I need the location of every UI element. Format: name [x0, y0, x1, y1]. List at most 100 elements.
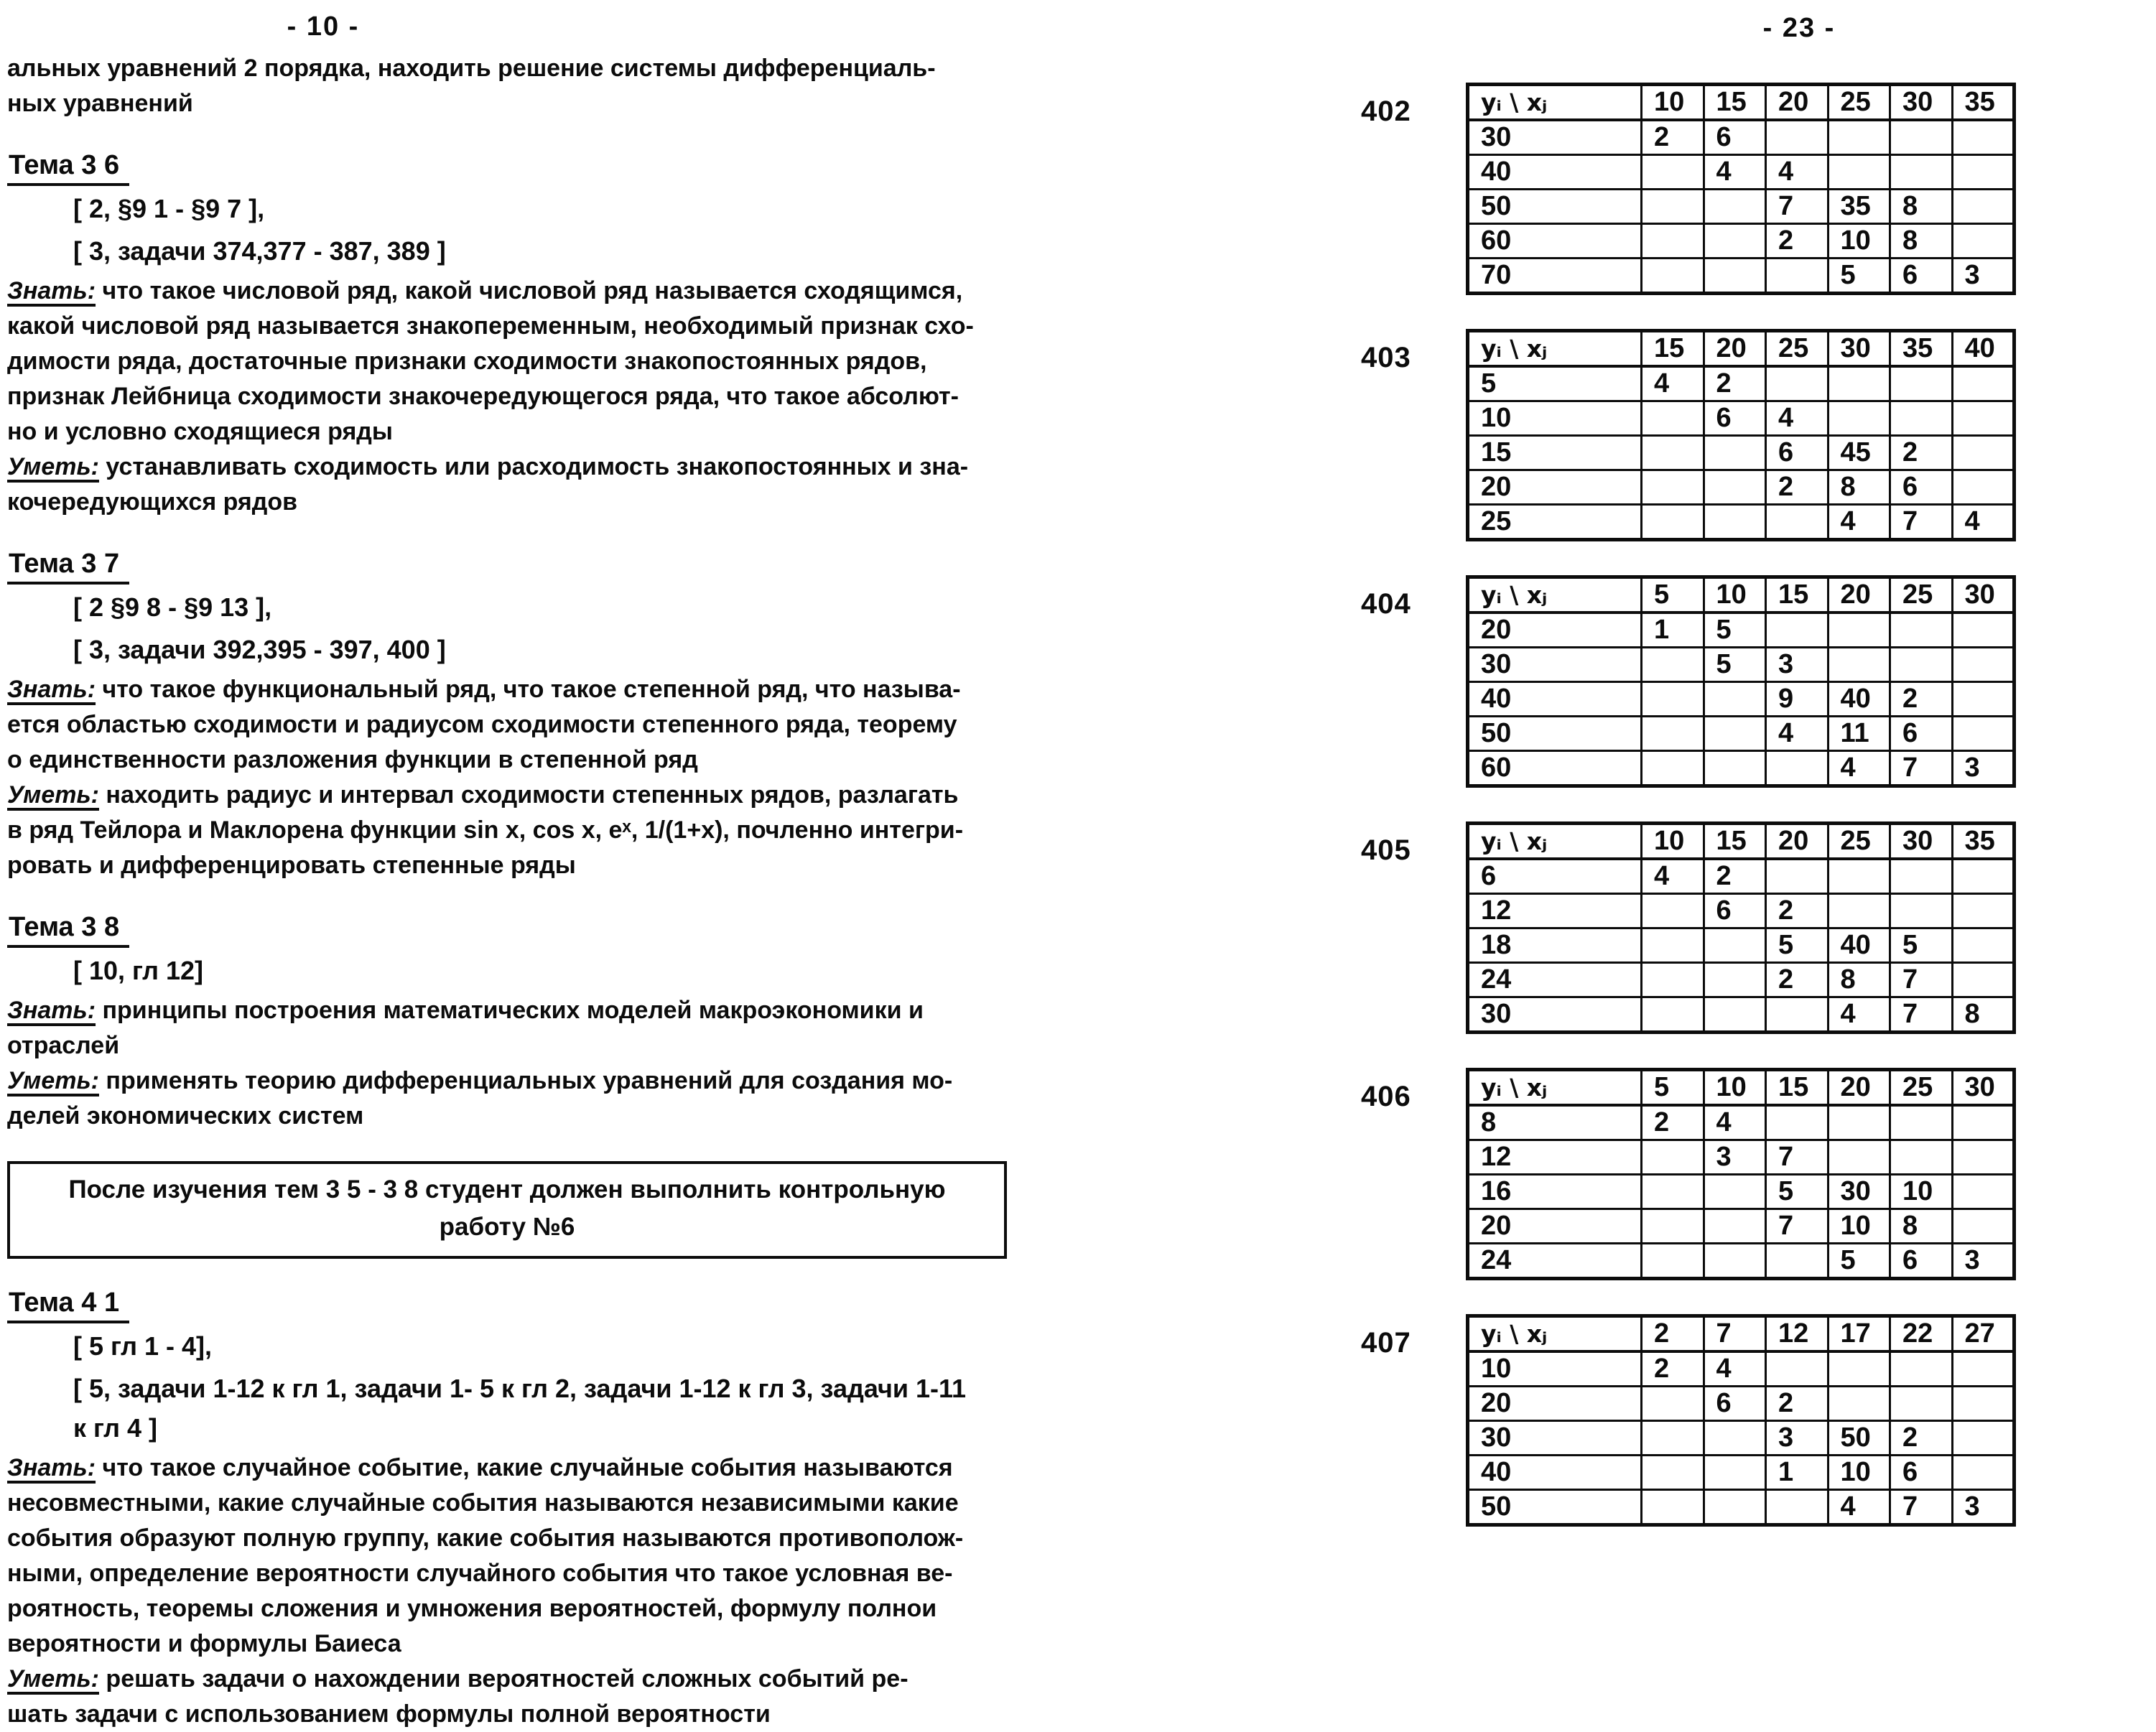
table-cell: 6	[1889, 1242, 1953, 1280]
can-paragraph: Уметь: применять теорию дифференциальных…	[7, 1063, 1069, 1134]
table-cell: 30	[1467, 118, 1642, 156]
table-header-cell: 20	[1826, 576, 1891, 614]
table-header-cell: 10	[1640, 83, 1705, 121]
table-cell: 2	[1889, 1420, 1953, 1456]
table-header-cell: 30	[1951, 576, 2015, 614]
left-page-number: - 10 -	[287, 11, 360, 42]
table-cell: 2	[1640, 1104, 1705, 1141]
table-cell	[1951, 223, 2015, 259]
table-cell	[1826, 118, 1891, 156]
table-cell: 5	[1467, 365, 1642, 402]
table-cell: 24	[1467, 1242, 1642, 1280]
table-header-cell: 30	[1889, 822, 1953, 860]
table-cell: 3	[1702, 1139, 1767, 1175]
table-cell: 7	[1889, 962, 1953, 998]
table-block-404: 404 yᵢ \ xⱼ 5 10 15 20 25 30 20 1 5 30 5 3 40 9 40 2 50 4 1…	[1361, 575, 2122, 788]
table-cell	[1702, 188, 1767, 225]
table-cell	[1765, 118, 1829, 156]
table-cell: 10	[1826, 223, 1891, 259]
table-header-cell: 20	[1702, 330, 1767, 368]
table-cell	[1826, 400, 1891, 437]
table-row: 20 6 2	[1467, 1385, 2015, 1422]
table-cell	[1765, 857, 1829, 895]
table-number: 406	[1361, 1081, 1411, 1112]
table-cell: 20	[1467, 469, 1642, 506]
table-cell	[1951, 1208, 2015, 1244]
table-cell: 6	[1889, 469, 1953, 506]
table-cell	[1951, 154, 2015, 190]
table-cell: 2	[1640, 118, 1705, 156]
table-cell	[1951, 1104, 2015, 1141]
table-header-row: yᵢ \ xⱼ 10 15 20 25 30 35	[1467, 822, 2015, 860]
table-cell	[1889, 400, 1953, 437]
table-cell: 3	[1951, 257, 2015, 294]
table-cell: 2	[1765, 469, 1829, 506]
right-page: - 23 - 402 yᵢ \ xⱼ 10 15 20 25 30 35 30 2 6 40 4 4 50…	[1361, 13, 2122, 1527]
table-cell	[1765, 996, 1829, 1033]
section-title: Тема 3 7	[7, 549, 130, 585]
table-cell	[1640, 154, 1705, 190]
table-number: 403	[1361, 342, 1411, 373]
table-cell: 24	[1467, 962, 1642, 998]
table-cell	[1826, 646, 1891, 683]
table-cell: 25	[1467, 503, 1642, 541]
table-header-cell: 15	[1640, 330, 1705, 368]
table-row: 50 7 35 8	[1467, 188, 2015, 225]
table-cell: 5	[1826, 1242, 1891, 1280]
table-cell: 16	[1467, 1173, 1642, 1210]
table-cell: 4	[1826, 503, 1891, 541]
table-cell: 3	[1765, 1420, 1829, 1456]
table-cell: 6	[1702, 118, 1767, 156]
table-cell: 40	[1467, 154, 1642, 190]
table-cell: 2	[1702, 857, 1767, 895]
table-cell: 10	[1467, 400, 1642, 437]
table-cell: 6	[1467, 857, 1642, 895]
table-cell	[1640, 1489, 1705, 1526]
table-cell: 8	[1826, 962, 1891, 998]
table-cell: 4	[1640, 857, 1705, 895]
data-table-402: yᵢ \ xⱼ 10 15 20 25 30 35 30 2 6 40 4 4 50 7 35 8 60 2 10 8 7…	[1466, 83, 2016, 295]
table-cell: 4	[1702, 1104, 1767, 1141]
table-header-cell: 25	[1765, 330, 1829, 368]
table-cell: 8	[1889, 1208, 1953, 1244]
table-header-cell: 2	[1640, 1315, 1705, 1353]
table-cell	[1702, 1173, 1767, 1210]
table-row: 10 6 4	[1467, 400, 2015, 437]
table-row: 60 4 7 3	[1467, 750, 2015, 787]
table-cell: 5	[1702, 611, 1767, 648]
table-cell: 8	[1467, 1104, 1642, 1141]
table-cell: 8	[1951, 996, 2015, 1033]
table-cell	[1951, 1173, 2015, 1210]
can-text: применять теорию дифференциальных уравне…	[7, 1067, 953, 1130]
know-text: что такое числовой ряд, какой числовой р…	[7, 277, 974, 445]
right-page-number: - 23 -	[1762, 13, 1836, 43]
table-cell: 3	[1765, 646, 1829, 683]
table-cell: 40	[1467, 681, 1642, 717]
table-row: 20 1 5	[1467, 611, 2015, 648]
table-row: 30 3 50 2	[1467, 1420, 2015, 1456]
table-corner-cell: yᵢ \ xⱼ	[1467, 83, 1642, 121]
table-cell: 50	[1826, 1420, 1891, 1456]
table-cell: 1	[1765, 1454, 1829, 1491]
table-row: 30 5 3	[1467, 646, 2015, 683]
section-heading-tema-4-1: Тема 4 1	[7, 1288, 1069, 1323]
table-cell	[1889, 365, 1953, 402]
table-cell	[1702, 223, 1767, 259]
table-corner-cell: yᵢ \ xⱼ	[1467, 576, 1642, 614]
can-paragraph: Уметь: устанавливать сходимость или расх…	[7, 450, 1069, 520]
data-table-403: yᵢ \ xⱼ 15 20 25 30 35 40 5 4 2 10 6 4 15 6 45 2 20 2 8 6 25 4…	[1466, 329, 2016, 541]
table-cell	[1702, 996, 1767, 1033]
section-title: Тема 3 6	[7, 150, 130, 186]
table-block-405: 405 yᵢ \ xⱼ 10 15 20 25 30 35 6 4 2 12 6 2 18 5 40 5 24 2 8…	[1361, 821, 2122, 1034]
table-cell	[1702, 1208, 1767, 1244]
table-cell	[1951, 434, 2015, 471]
can-label: Уметь:	[7, 1067, 99, 1094]
table-header-row: yᵢ \ xⱼ 2 7 12 17 22 27	[1467, 1315, 2015, 1353]
table-number: 402	[1361, 96, 1411, 127]
table-cell: 3	[1951, 750, 2015, 787]
table-cell	[1951, 469, 2015, 506]
table-header-cell: 35	[1951, 83, 2015, 121]
know-text: принципы построения математических модел…	[7, 997, 924, 1059]
table-cell: 6	[1702, 400, 1767, 437]
table-cell: 2	[1889, 681, 1953, 717]
